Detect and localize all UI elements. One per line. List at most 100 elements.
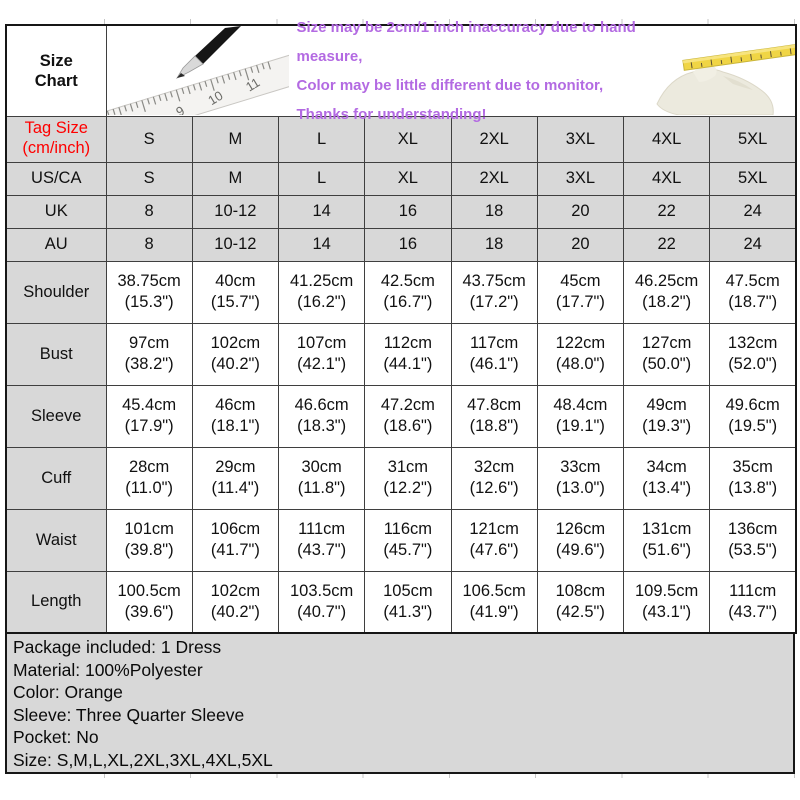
hand-measuring-tape-image [649, 26, 796, 116]
grid-tick-marks-top [104, 19, 796, 24]
table-cell: 48.4cm (19.1") [536, 384, 625, 448]
table-cell: 31cm (12.2") [364, 446, 452, 510]
table-cell: M [191, 161, 280, 196]
table-cell: 14 [277, 227, 366, 262]
table-cell: 102cm (40.2") [191, 570, 280, 634]
table-cell: 5XL [709, 115, 797, 163]
note-line: Color may be little different due to mon… [296, 76, 604, 94]
table-cell: 127cm (50.0") [622, 322, 711, 386]
table-cell: 43.75cm (17.2") [450, 260, 538, 324]
table-cell: 109.5cm (43.1") [622, 570, 711, 634]
table-cell: 111cm (43.7") [277, 508, 366, 572]
size-table: Size Chart [5, 19, 798, 634]
table-cell: 47.2cm (18.6") [364, 384, 452, 448]
table-cell: 46.6cm (18.3") [277, 384, 366, 448]
info-line-color: Color: Orange [13, 682, 123, 703]
info-line-material: Material: 100%Polyester [13, 659, 203, 680]
table-cell: 10-12 [191, 227, 280, 262]
table-cell: S [105, 115, 193, 163]
table-cell: 16 [364, 227, 452, 262]
table-cell: 49.6cm (19.5") [709, 384, 797, 448]
info-line-sleeve: Sleeve: Three Quarter Sleeve [13, 704, 245, 725]
table-cell: 20 [536, 227, 625, 262]
row-label-au: AU [5, 227, 107, 262]
table-cell: 126cm (49.6") [536, 508, 625, 572]
product-info-box: Package included: 1 Dress Material: 100%… [5, 634, 795, 774]
table-cell: 100.5cm (39.6") [105, 570, 193, 634]
table-cell: 106cm (41.7") [191, 508, 280, 572]
table-cell: 106.5cm (41.9") [450, 570, 538, 634]
table-cell: 45cm (17.7") [536, 260, 625, 324]
size-chart-title: Size Chart [5, 24, 107, 117]
row-label-shoulder: Shoulder [5, 260, 107, 324]
row-label-waist: Waist [5, 508, 107, 572]
table-cell: 16 [364, 194, 452, 229]
table-cell: 18 [450, 227, 538, 262]
row-label-us-ca: US/CA [5, 161, 107, 196]
grid-tick-marks-bottom [104, 773, 796, 778]
table-cell: 24 [709, 227, 797, 262]
table-cell: 14 [277, 194, 366, 229]
table-cell: 41.25cm (16.2") [277, 260, 366, 324]
table-cell: L [277, 161, 366, 196]
table-cell: 33cm (13.0") [536, 446, 625, 510]
pencil-icon [175, 26, 241, 80]
table-cell: 42.5cm (16.7") [364, 260, 452, 324]
table-cell: 103.5cm (40.7") [277, 570, 366, 634]
table-cell: 111cm (43.7") [709, 570, 797, 634]
table-cell: 32cm (12.6") [450, 446, 538, 510]
table-cell: M [191, 115, 280, 163]
ruler-number-11: 11 [243, 75, 262, 95]
table-cell: 18 [450, 194, 538, 229]
table-cell: 108cm (42.5") [536, 570, 625, 634]
info-line-package: Package included: 1 Dress [13, 637, 222, 657]
table-cell: 117cm (46.1") [450, 322, 538, 386]
header-banner: 9 10 11 Size may [105, 19, 797, 123]
table-cell: 97cm (38.2") [105, 322, 193, 386]
table-cell: 2XL [450, 161, 538, 196]
table-cell: XL [364, 115, 452, 163]
table-cell: 29cm (11.4") [191, 446, 280, 510]
table-cell: 49cm (19.3") [622, 384, 711, 448]
note-line: Size may be 2cm/1 inch inaccuracy due to… [296, 18, 636, 65]
table-cell: 116cm (45.7") [364, 508, 452, 572]
table-cell: 3XL [536, 115, 625, 163]
table-cell: 132cm (52.0") [709, 322, 797, 386]
size-chart-sheet: Size Chart [5, 19, 798, 774]
note-line: Thanks for understanding! [296, 105, 487, 123]
table-cell: 4XL [622, 161, 711, 196]
table-cell: 22 [622, 194, 711, 229]
row-label-sleeve: Sleeve [5, 384, 107, 448]
table-cell: 40cm (15.7") [191, 260, 280, 324]
table-cell: S [105, 161, 193, 196]
table-cell: 102cm (40.2") [191, 322, 280, 386]
measuring-tape-icon [682, 43, 796, 72]
title-line2: Chart [34, 71, 78, 90]
table-cell: 136cm (53.5") [709, 508, 797, 572]
info-line-pocket: Pocket: No [13, 727, 99, 748]
table-cell: 47.5cm (18.7") [709, 260, 797, 324]
table-cell: 8 [105, 227, 193, 262]
pencil-ruler-image: 9 10 11 [106, 26, 289, 116]
table-cell: 46.25cm (18.2") [622, 260, 711, 324]
table-cell: 8 [105, 194, 193, 229]
table-cell: 24 [709, 194, 797, 229]
table-cell: 10-12 [191, 194, 280, 229]
table-cell: 38.75cm (15.3") [105, 260, 193, 324]
row-label-cuff: Cuff [5, 446, 107, 510]
table-cell: 121cm (47.6") [450, 508, 538, 572]
table-cell: 122cm (48.0") [536, 322, 625, 386]
row-label-length: Length [5, 570, 107, 634]
measure-notes: Size may be 2cm/1 inch inaccuracy due to… [289, 13, 650, 129]
table-cell: 107cm (42.1") [277, 322, 366, 386]
table-cell: 34cm (13.4") [622, 446, 711, 510]
table-cell: 35cm (13.8") [709, 446, 797, 510]
table-cell: 28cm (11.0") [105, 446, 193, 510]
table-cell: 45.4cm (17.9") [105, 384, 193, 448]
hand-icon [656, 65, 774, 116]
row-label-uk: UK [5, 194, 107, 229]
table-cell: 5XL [709, 161, 797, 196]
table-cell: 105cm (41.3") [364, 570, 452, 634]
table-cell: 112cm (44.1") [364, 322, 452, 386]
